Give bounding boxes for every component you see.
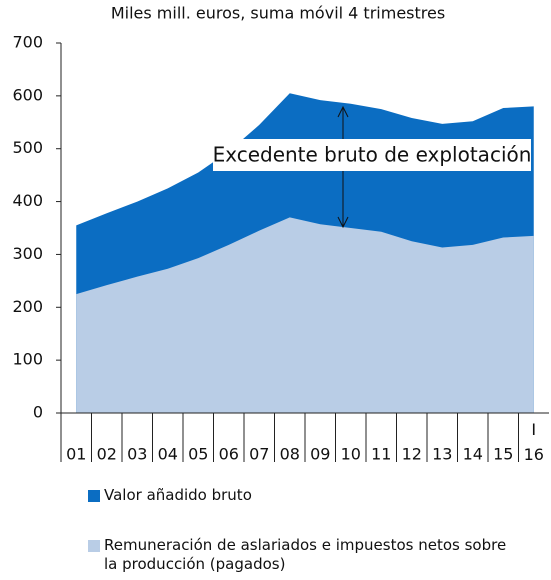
x-tick-label: 11: [371, 445, 391, 464]
x-tick-label: 14: [463, 445, 483, 464]
x-tick-label: 12: [402, 445, 422, 464]
x-tick-label: 09: [310, 445, 330, 464]
annotation-box: [213, 139, 531, 171]
legend-item: Remuneración de aslariados e impuestos n…: [88, 536, 508, 574]
area: [76, 217, 534, 413]
x-tick-label: 08: [280, 445, 300, 464]
x-tick-label: 10: [341, 445, 361, 464]
x-tick-label: 03: [127, 445, 147, 464]
x-tick-label: 06: [219, 445, 239, 464]
arrow-head: [337, 105, 349, 118]
legend-swatch: [88, 540, 100, 552]
arrow-head: [337, 216, 349, 229]
legend-label: Remuneración de aslariados e impuestos n…: [104, 536, 507, 573]
y-tick-label: 500: [12, 138, 43, 157]
x-tick-label-line: I: [531, 420, 536, 439]
chart: Miles mill. euros, suma móvil 4 trimestr…: [12, 4, 549, 464]
legend-label: Valor añadido bruto: [104, 486, 252, 504]
x-tick-label: 13: [432, 445, 452, 464]
x-tick-label-line: 16: [524, 445, 544, 464]
y-tick-label: 700: [12, 33, 43, 52]
legend-swatch: [88, 490, 100, 502]
x-tick-label: 01: [66, 445, 86, 464]
y-tick-label: 100: [12, 350, 43, 369]
y-tick-label: 600: [12, 85, 43, 104]
legend-item: Valor añadido bruto: [88, 486, 528, 505]
x-tick-label: 07: [249, 445, 269, 464]
x-tick-label: 04: [158, 445, 178, 464]
x-tick-label: I 16: [524, 420, 544, 464]
y-tick-label: 300: [12, 244, 43, 263]
x-tick-label: 02: [97, 445, 117, 464]
x-tick-label: 05: [188, 445, 208, 464]
x-tick-label: 15: [493, 445, 513, 464]
y-tick-label: 400: [12, 191, 43, 210]
chart-title: Miles mill. euros, suma móvil 4 trimestr…: [111, 4, 445, 23]
y-tick-label: 0: [33, 403, 43, 422]
annotation: Excedente bruto de explotación: [213, 143, 532, 167]
y-tick-label: 200: [12, 297, 43, 316]
